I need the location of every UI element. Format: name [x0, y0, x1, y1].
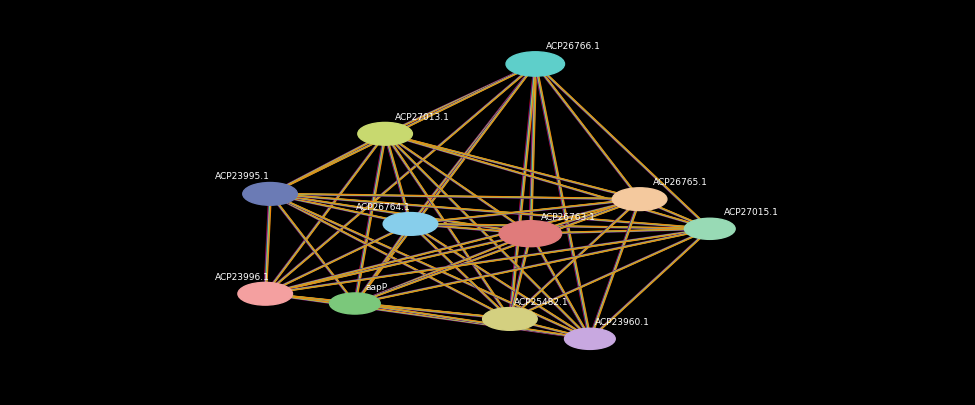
Text: ACP26764.1: ACP26764.1: [356, 202, 410, 211]
Text: ACP27015.1: ACP27015.1: [723, 208, 778, 217]
Text: ACP27013.1: ACP27013.1: [395, 113, 449, 121]
Text: ACP23996.1: ACP23996.1: [214, 272, 269, 281]
Circle shape: [684, 219, 735, 240]
Text: ACP23960.1: ACP23960.1: [595, 318, 649, 326]
Circle shape: [565, 328, 615, 350]
Text: aapP: aapP: [366, 282, 388, 291]
Circle shape: [383, 213, 438, 236]
Circle shape: [358, 123, 412, 146]
Circle shape: [330, 293, 380, 314]
Circle shape: [612, 188, 667, 211]
Text: ACP26763.1: ACP26763.1: [541, 213, 596, 222]
Text: ACP23995.1: ACP23995.1: [214, 171, 269, 180]
Text: ACP25482.1: ACP25482.1: [514, 298, 568, 307]
Circle shape: [243, 183, 297, 206]
Circle shape: [506, 53, 565, 77]
Circle shape: [238, 283, 292, 305]
Circle shape: [483, 308, 537, 330]
Text: ACP26766.1: ACP26766.1: [546, 42, 601, 51]
Text: ACP26765.1: ACP26765.1: [653, 177, 708, 186]
Circle shape: [499, 221, 562, 247]
